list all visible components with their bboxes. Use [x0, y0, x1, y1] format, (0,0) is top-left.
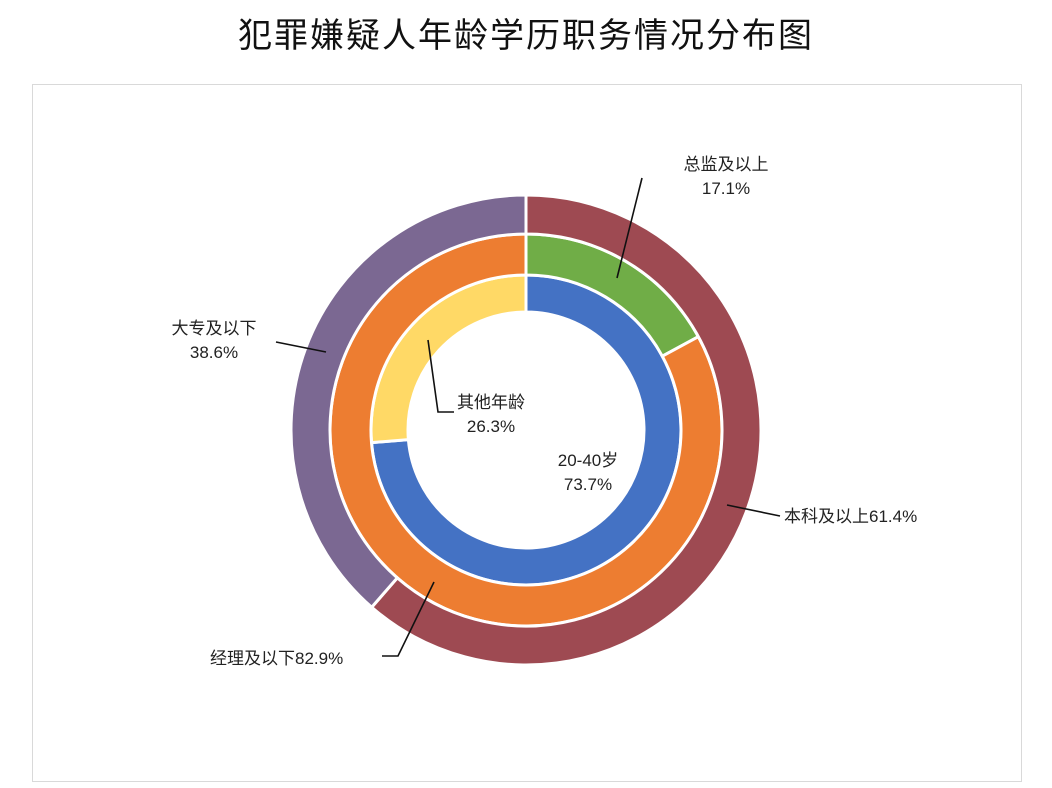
label-other-age-name: 其他年龄: [457, 393, 525, 412]
chart-slices: [289, 193, 763, 667]
label-bachelor: 本科及以上61.4%: [784, 507, 917, 526]
label-director-name: 总监及以上: [684, 155, 769, 174]
label-other-age-pct: 26.3%: [467, 417, 515, 436]
leader-director: [616, 177, 643, 279]
label-20-40-name: 20-40岁: [558, 451, 618, 470]
leader-bachelor: [726, 504, 781, 517]
label-director-pct: 17.1%: [702, 179, 750, 198]
outer-ring-slice-1: [289, 193, 528, 610]
page-title: 犯罪嫌疑人年龄学历职务情况分布图: [238, 16, 814, 56]
outer-ring-slice-0: [369, 193, 763, 667]
leader-other-age: [427, 339, 454, 413]
label-manager: 经理及以下82.9%: [210, 649, 343, 668]
leader-college: [275, 341, 327, 353]
label-college-pct: 38.6%: [190, 343, 238, 362]
label-leaders: [275, 177, 781, 657]
label-20-40-pct: 73.7%: [564, 475, 612, 494]
leader-manager: [382, 581, 435, 657]
label-college-name: 大专及以下: [172, 319, 257, 338]
